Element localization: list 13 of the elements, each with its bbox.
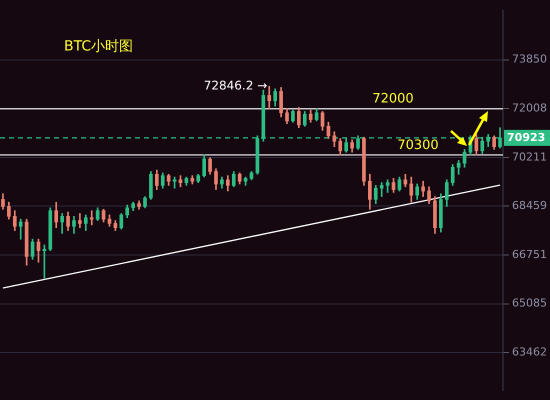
y-tick-label: 70211 xyxy=(512,150,548,164)
ref-line-label: 70300 xyxy=(397,138,439,153)
y-tick-label: 68459 xyxy=(512,199,548,212)
y-tick-label: 72008 xyxy=(512,101,548,114)
text: BTC小时图 xyxy=(64,38,134,55)
y-tick-label: 73850 xyxy=(512,52,548,66)
y-tick-label: 66751 xyxy=(512,248,548,261)
y-tick-label: 65085 xyxy=(512,296,548,310)
ref-line-label: 70923 xyxy=(507,130,546,144)
candlestick xyxy=(172,176,176,189)
y-tick-label: 63462 xyxy=(512,345,548,358)
ref-line-label: 72000 xyxy=(372,92,414,107)
annotation: 72846.2 → xyxy=(204,78,268,92)
